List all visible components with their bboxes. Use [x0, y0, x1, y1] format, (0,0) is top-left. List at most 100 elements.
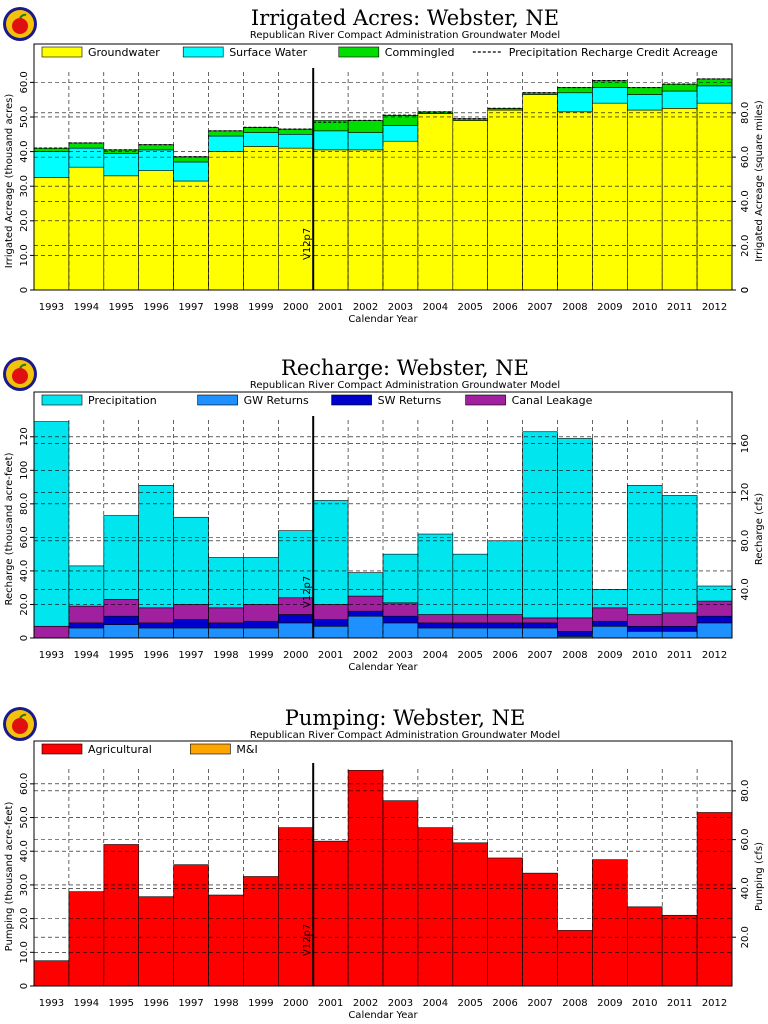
bar-canal-leakage-2007: [522, 617, 558, 624]
x-tick-label: 2004: [423, 302, 448, 313]
bar-agricultural-1999: [243, 876, 279, 987]
bar-canal-leakage-2009: [592, 607, 628, 622]
bar-commingled-2009: [592, 80, 628, 88]
bar-sw-returns-1994: [68, 622, 105, 629]
bar-commingled-2002: [347, 120, 384, 133]
bar-surface-water-2008: [557, 92, 593, 113]
bar-precipitation-1997: [173, 516, 209, 605]
bar-sw-returns-2006: [487, 622, 523, 629]
bar-precipitation-2008: [557, 438, 593, 619]
x-tick-label: 1994: [74, 650, 99, 661]
bar-commingled-2008: [557, 87, 593, 94]
bar-precipitation-2005: [452, 553, 488, 615]
y2-tick-label: 80.0: [740, 530, 751, 552]
bar-agricultural-1998: [208, 894, 244, 987]
grid-lines: [34, 769, 732, 986]
x-tick-label: 2005: [458, 302, 483, 313]
bar-surface-water-2002: [347, 132, 384, 151]
bar-sw-returns-2001: [312, 619, 349, 627]
x-tick-label: 2010: [632, 302, 657, 313]
bar-canal-leakage-2003: [382, 602, 419, 617]
bar-gw-returns-2010: [626, 630, 663, 639]
bar-commingled-1997: [173, 156, 209, 163]
bar-commingled-1996: [138, 144, 174, 151]
x-tick-label: 1997: [178, 998, 203, 1009]
bar-canal-leakage-2002: [347, 595, 384, 612]
x-tick-label: 2001: [318, 650, 343, 661]
x-tick-label: 1996: [143, 302, 168, 313]
y-tick-label: 20.0: [19, 210, 30, 232]
bar-surface-water-2001: [312, 130, 349, 151]
bar-gw-returns-2003: [382, 622, 419, 639]
x-tick-label: 2000: [283, 302, 308, 313]
logo-apple: [12, 718, 28, 734]
x-tick-label: 2011: [667, 650, 692, 661]
x-tick-label: 2005: [458, 650, 483, 661]
bar-groundwater-1996: [138, 170, 174, 291]
x-tick-label: 2007: [527, 650, 552, 661]
bar-commingled-1994: [68, 142, 105, 149]
bar-commingled-2000: [277, 128, 314, 135]
bar-sw-returns-2011: [661, 625, 698, 632]
bar-canal-leakage-1999: [243, 604, 279, 622]
bar-canal-leakage-2011: [661, 612, 698, 627]
bar-agricultural-2001: [312, 840, 349, 987]
bar-groundwater-1995: [103, 175, 140, 291]
y-tick-label: 50.0: [19, 106, 30, 128]
bar-precipitation-1996: [138, 485, 174, 609]
bar-surface-water-1994: [68, 147, 105, 168]
y-axis-label: Pumping (thousand acre-feet): [4, 802, 15, 952]
chart-title: Pumping: Webster, NE: [285, 706, 526, 730]
x-tick-label: 1995: [109, 302, 134, 313]
bar-agricultural-2008: [557, 930, 593, 987]
x-tick-label: 2003: [388, 650, 413, 661]
bar-gw-returns-2012: [696, 622, 733, 639]
x-tick-label: 2004: [423, 650, 448, 661]
legend-label: SW Returns: [378, 394, 442, 407]
bar-sw-returns-2004: [417, 622, 454, 629]
x-tick-label: 2006: [492, 650, 517, 661]
bar-precipitation-2011: [661, 495, 698, 614]
y-tick-label: 30.0: [19, 874, 30, 896]
bar-gw-returns-1994: [68, 627, 105, 639]
chart-bars: [33, 421, 733, 639]
legend-label: GW Returns: [244, 394, 309, 407]
x-tick-label: 2005: [458, 998, 483, 1009]
y2-tick-label: 80.0: [740, 780, 751, 802]
x-tick-label: 2001: [318, 998, 343, 1009]
bar-surface-water-1998: [208, 135, 244, 152]
x-tick-label: 2012: [702, 998, 727, 1009]
bar-gw-returns-1998: [208, 627, 244, 639]
x-tick-label: 2001: [318, 302, 343, 313]
apple-seal-icon: [3, 707, 37, 741]
bar-agricultural-2005: [452, 842, 488, 987]
model-version-label: V12p7: [302, 576, 313, 608]
bar-agricultural-1997: [173, 864, 209, 987]
bar-groundwater-1994: [68, 166, 105, 291]
bar-surface-water-1999: [243, 132, 279, 147]
y-tick-label: 60.0: [19, 71, 30, 93]
bar-sw-returns-1995: [103, 615, 140, 625]
chart-title: Recharge: Webster, NE: [281, 356, 529, 380]
bar-canal-leakage-2004: [417, 614, 454, 624]
bar-canal-leakage-1996: [138, 607, 174, 624]
x-tick-label: 2000: [283, 650, 308, 661]
bar-gw-returns-2007: [522, 627, 558, 639]
apple-seal-icon: [3, 7, 37, 41]
x-tick-label: 1999: [248, 302, 273, 313]
x-tick-label: 2007: [527, 998, 552, 1009]
bar-commingled-2010: [626, 87, 663, 95]
x-tick-label: 1998: [213, 650, 238, 661]
bar-precipitation-2004: [417, 533, 454, 615]
y-tick-label: 120: [19, 427, 30, 446]
bar-precipitation-2010: [626, 485, 663, 615]
bar-sw-returns-2012: [696, 615, 733, 624]
y-tick-label: 0: [19, 983, 30, 989]
y2-tick-label: 60.0: [740, 146, 751, 168]
x-tick-label: 2003: [388, 302, 413, 313]
x-tick-label: 1993: [39, 998, 64, 1009]
legend-label: Commingled: [385, 46, 455, 59]
bar-agricultural-2009: [592, 859, 628, 987]
bar-agricultural-2000: [277, 827, 314, 987]
